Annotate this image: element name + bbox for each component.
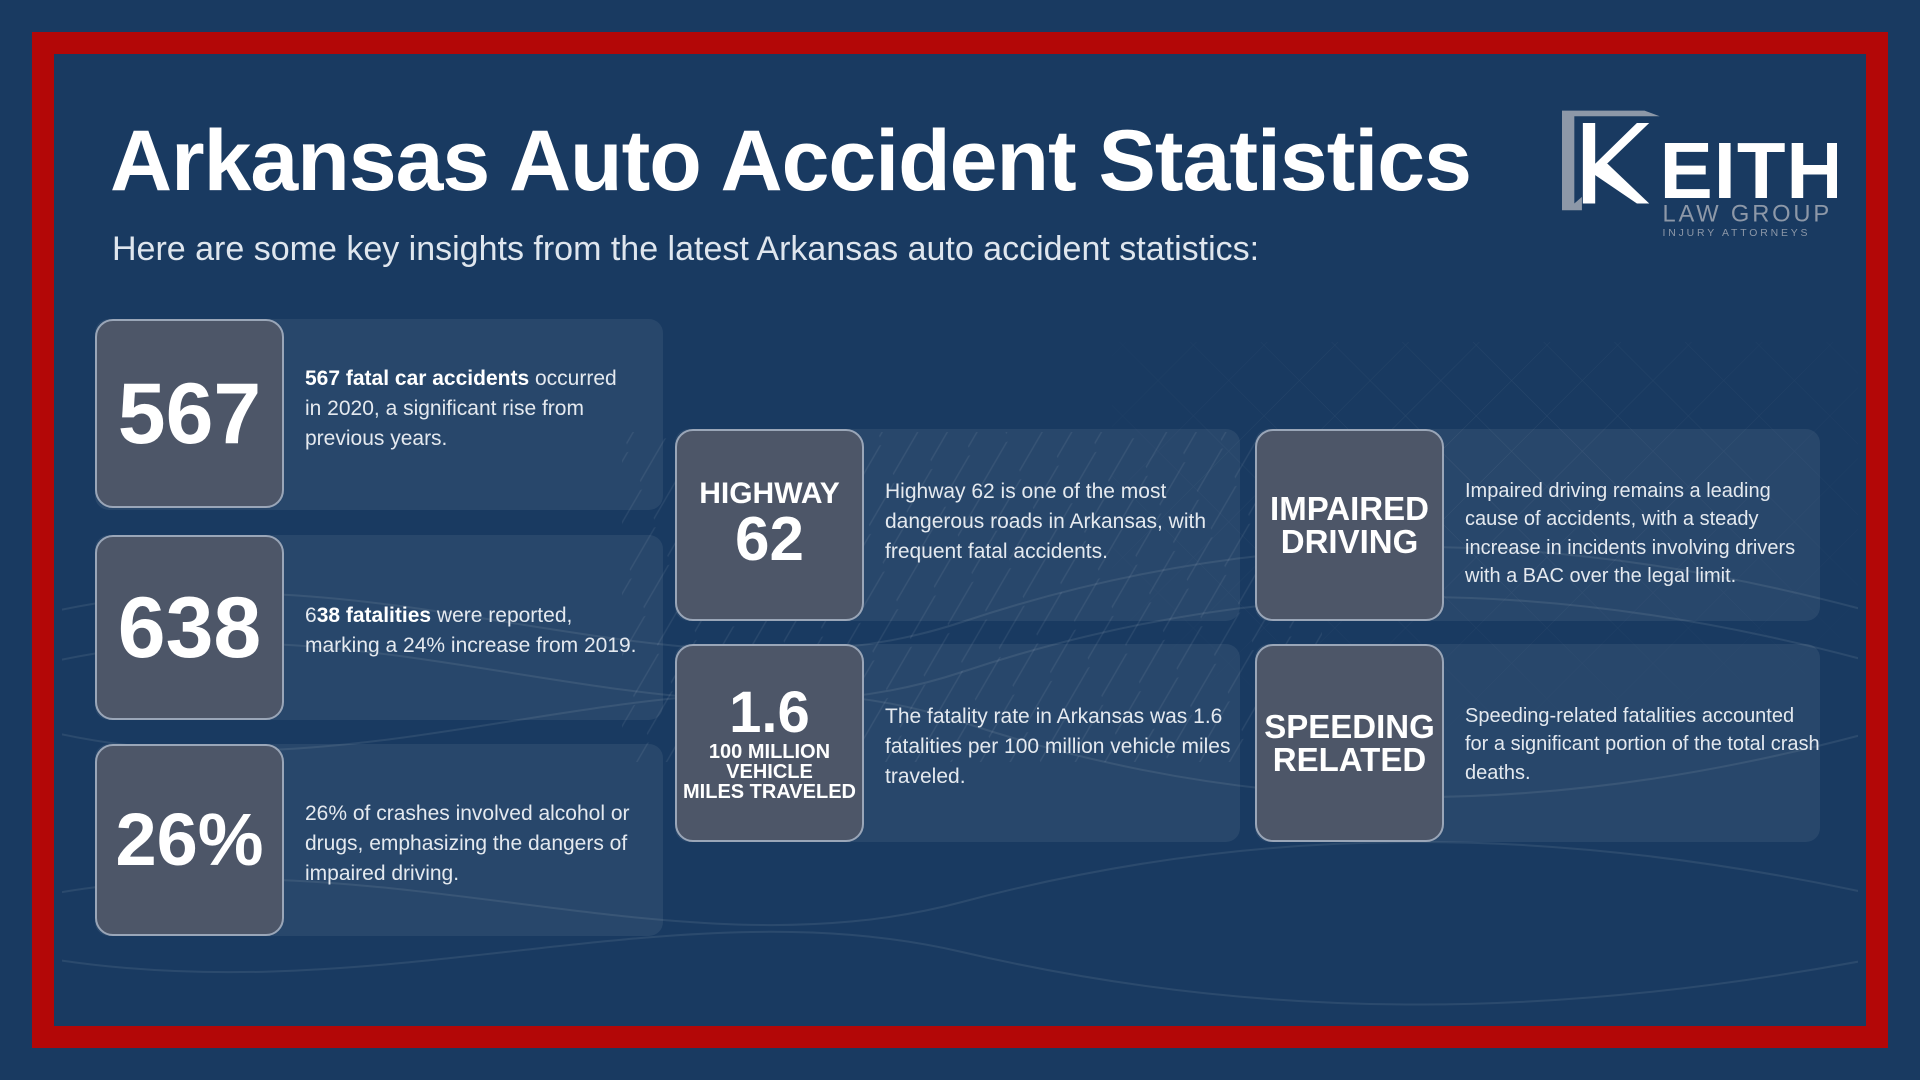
svg-text:INJURY ATTORNEYS: INJURY ATTORNEYS <box>1663 228 1811 239</box>
svg-text:LAW GROUP: LAW GROUP <box>1663 202 1833 228</box>
